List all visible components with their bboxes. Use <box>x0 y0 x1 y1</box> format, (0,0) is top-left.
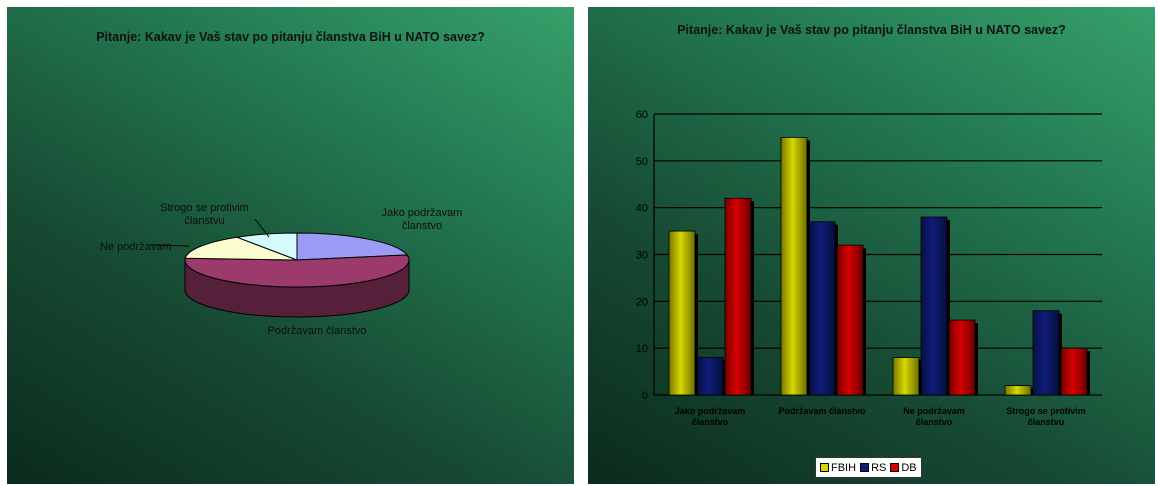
bar-rs-2 <box>920 216 948 396</box>
legend-swatch-db <box>890 463 900 472</box>
legend-label-db: DB <box>901 461 917 474</box>
x-tick-label: Jako podržavam <box>675 406 746 416</box>
legend-item-fbih: FBIH <box>820 462 856 474</box>
x-tick-label: Ne podržavam <box>903 406 965 416</box>
pie-slice-0 <box>296 232 409 261</box>
pie-chart-panel: Pitanje: Kakav je Vaš stav po pitanju čl… <box>7 7 574 484</box>
bar-db-0 <box>724 197 752 396</box>
pie-label-podrzavam: Podržavam članstvo <box>267 325 367 337</box>
bar-fbih-3 <box>1004 385 1032 396</box>
bar-rs-3 <box>1032 310 1060 396</box>
pie-label-strogo: Strogo se protivim članstvu <box>160 202 249 227</box>
x-tick-label: članstvu <box>1028 417 1065 427</box>
bar-db-3 <box>1060 347 1088 396</box>
x-tick-label: članstvo <box>692 417 729 427</box>
y-tick-label: 30 <box>636 250 648 262</box>
bar-db-2 <box>948 319 976 396</box>
pie-label-ne: Ne podržavam <box>100 241 172 253</box>
pie-leader-1 <box>254 218 270 238</box>
legend-item-rs: RS <box>860 462 886 474</box>
bar-chart-legend: FBIH RS DB <box>815 457 922 478</box>
legend-swatch-fbih <box>820 463 829 472</box>
y-tick-label: 60 <box>636 109 648 121</box>
pie-slice-3 <box>235 232 298 261</box>
pie-slice-2 <box>184 236 298 261</box>
y-tick-label: 50 <box>636 156 648 168</box>
bars <box>668 137 1090 396</box>
bar-chart-title: Pitanje: Kakav je Vaš stav po pitanju čl… <box>677 23 1066 37</box>
bar-rs-1 <box>808 221 836 396</box>
x-tick-label: Podržavam članstvo <box>778 406 866 416</box>
bar-chart-panel: Pitanje: Kakav je Vaš stav po pitanju čl… <box>588 7 1155 484</box>
bar-fbih-0 <box>668 230 696 396</box>
y-tick-label: 40 <box>636 203 648 215</box>
pie-chart <box>151 218 410 318</box>
legend-swatch-rs <box>860 463 870 472</box>
legend-item-db: DB <box>890 461 917 474</box>
pie-tops <box>184 232 410 288</box>
y-tick-label: 20 <box>636 296 648 308</box>
x-tick-label: članstvo <box>916 417 953 427</box>
y-tick-label: 0 <box>642 390 648 402</box>
pie-label-jako: Jako podržavam članstvo <box>381 207 463 232</box>
pie-slice-1 <box>184 254 410 288</box>
legend-label-rs: RS <box>871 461 887 474</box>
bar-db-1 <box>836 244 864 396</box>
pie-chart-title: Pitanje: Kakav je Vaš stav po pitanju čl… <box>96 30 485 44</box>
y-tick-label: 10 <box>636 343 648 355</box>
x-tick-label: Strogo se protivim <box>1006 406 1086 416</box>
bar-fbih-1 <box>780 137 808 396</box>
legend-label-fbih: FBIH <box>831 461 857 474</box>
bar-rs-0 <box>696 357 724 396</box>
pie-leader-0 <box>151 244 190 247</box>
bar-fbih-2 <box>892 357 920 396</box>
